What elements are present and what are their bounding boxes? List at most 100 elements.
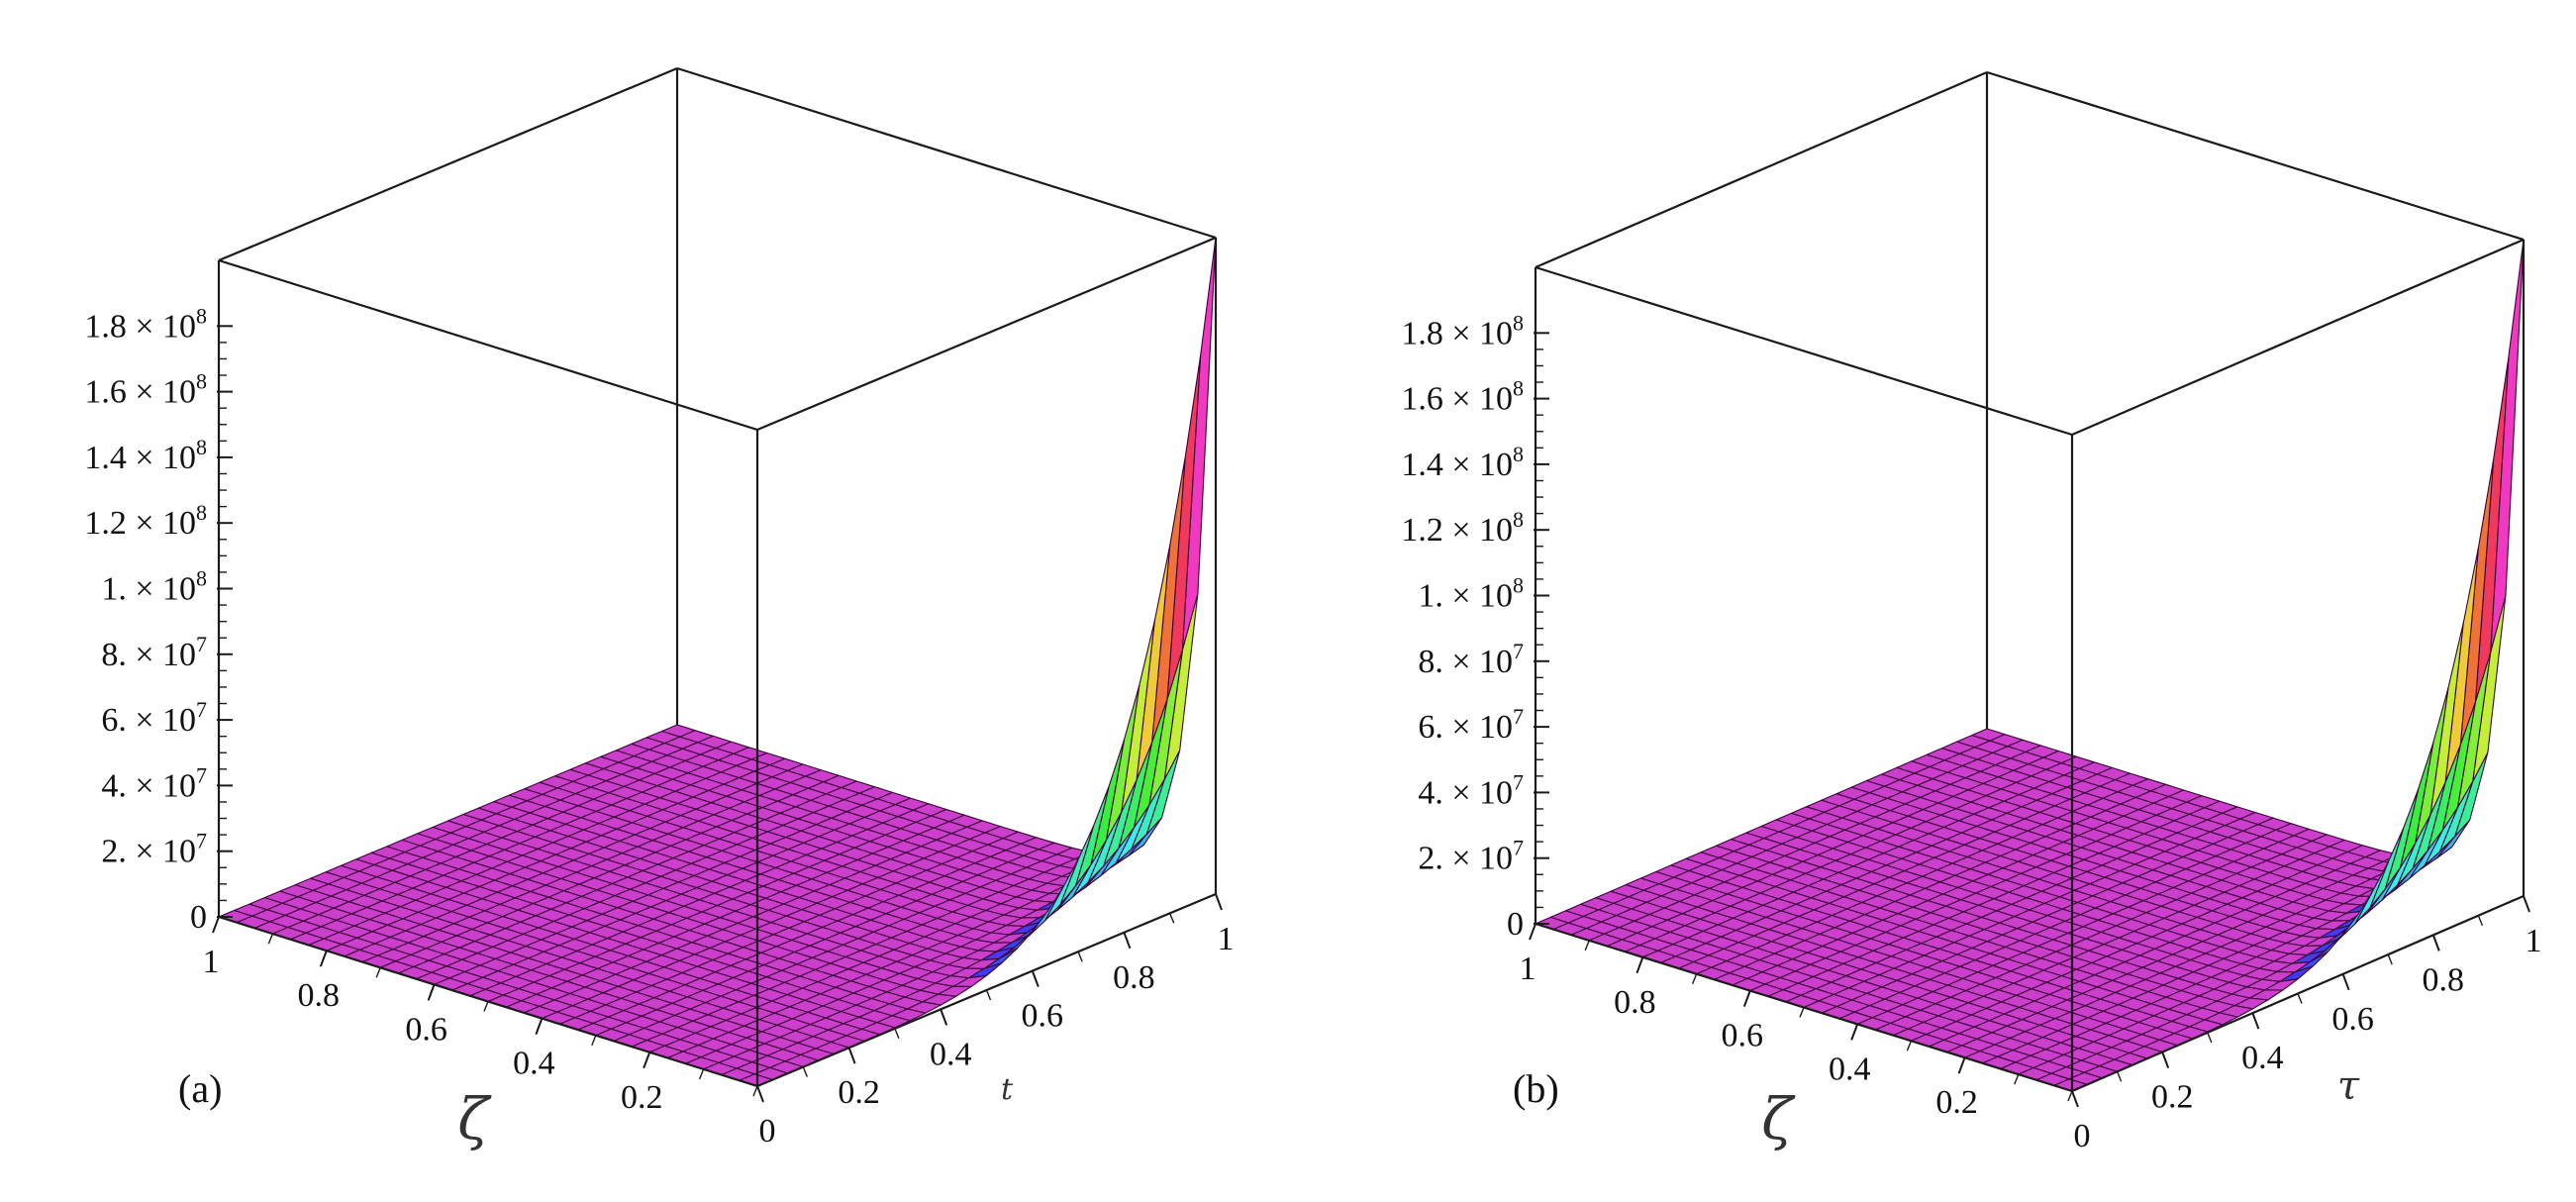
y-minor-tick (802, 1066, 808, 1077)
surface-mesh (1535, 239, 2525, 1092)
z-tick-label: 1.8 × 108 (1401, 310, 1524, 351)
z-tick-exponent: 8 (196, 435, 207, 459)
z-tick-mantissa: 2. × 10 (101, 834, 196, 870)
z-tick-mantissa: 1.2 × 10 (84, 505, 196, 542)
y-minor-tick (894, 1028, 900, 1040)
y-minor-tick (940, 1009, 945, 1020)
z-tick-mantissa: 1.4 × 10 (1401, 447, 1513, 483)
frame-edge (218, 258, 758, 432)
z-tick-label: 6. × 107 (101, 697, 207, 739)
y-tick-label: 0.6 (2331, 1001, 2374, 1038)
z-tick-exponent: 8 (196, 369, 207, 394)
z-tick-mantissa: 1.6 × 10 (1401, 381, 1513, 418)
surface-mesh (218, 237, 1217, 1087)
y-tick-label: 1 (2526, 923, 2542, 959)
z-tick-mantissa: 1. × 10 (1418, 578, 1513, 615)
y-minor-tick (2341, 973, 2348, 985)
z-tick-mantissa: 1.6 × 10 (84, 374, 196, 411)
y-minor-tick (2116, 1071, 2123, 1082)
z-tick-label: 8. × 107 (1418, 639, 1524, 680)
y-tick (2071, 1090, 2079, 1108)
z-tick-label: 0 (190, 899, 207, 936)
x-tick (1529, 923, 1536, 941)
z-tick-mantissa: 2. × 10 (1418, 841, 1513, 877)
y-minor-tick (1077, 951, 1083, 962)
x-axis-label: ζ (457, 1085, 492, 1152)
x-tick-label: 0.8 (1614, 984, 1656, 1021)
z-tick-mantissa: 1.2 × 10 (1401, 512, 1513, 549)
y-minor-tick (2207, 1032, 2213, 1044)
y-axis-label: t (1001, 1072, 1014, 1107)
z-tick-exponent: 8 (1513, 442, 1524, 466)
x-tick (212, 916, 220, 934)
z-tick-mantissa: 1.4 × 10 (84, 440, 196, 476)
y-tick (756, 1085, 764, 1103)
z-tick-mantissa: 6. × 10 (101, 702, 196, 739)
y-tick-label: 0 (2074, 1118, 2091, 1154)
x-minor-tick (2067, 1090, 2073, 1102)
y-minor-tick (2477, 915, 2484, 926)
x-minor-tick (752, 1085, 758, 1097)
z-tick-mantissa: 6. × 10 (1418, 709, 1513, 746)
y-axis-label: τ (2337, 1063, 2360, 1109)
frame-edge (1535, 265, 2073, 437)
x-tick-label: 1 (1520, 951, 1536, 987)
z-tick-mantissa: 4. × 10 (101, 767, 196, 804)
z-tick-mantissa: 1. × 10 (101, 571, 196, 608)
z-tick-label: 4. × 107 (1418, 769, 1524, 811)
z-tick-exponent: 7 (196, 762, 207, 787)
z-tick-exponent: 7 (196, 632, 207, 656)
x-minor-tick (1584, 940, 1590, 952)
z-tick-exponent: 8 (196, 500, 207, 525)
z-tick-exponent: 7 (196, 829, 207, 853)
z-tick-exponent: 7 (1513, 836, 1524, 860)
y-minor-tick (2387, 953, 2393, 965)
y-minor-tick (1169, 913, 1175, 924)
z-tick-label: 0 (1507, 906, 1524, 943)
z-tick-label: 8. × 107 (101, 632, 207, 673)
y-minor-tick (985, 989, 992, 1001)
y-tick-label: 0.2 (838, 1074, 880, 1111)
frame-edge (218, 66, 678, 262)
x-minor-tick (483, 1001, 489, 1012)
z-tick-exponent: 7 (1513, 704, 1524, 729)
x-minor-tick (1959, 1056, 1966, 1068)
z-tick-label: 1. × 108 (101, 566, 207, 608)
z-tick-label: 1.2 × 108 (84, 500, 207, 542)
y-tick-label: 0.8 (1113, 959, 1155, 996)
z-tick-label: 1.4 × 108 (84, 435, 207, 476)
z-tick-mantissa: 1.8 × 10 (1401, 315, 1513, 351)
panel-label: (a) (178, 1066, 222, 1111)
z-tick-exponent: 8 (1513, 376, 1524, 401)
x-minor-tick (1637, 956, 1644, 968)
x-tick-label: 0.4 (513, 1046, 555, 1082)
z-tick-exponent: 8 (1513, 310, 1524, 335)
y-minor-tick (2251, 1012, 2258, 1024)
x-minor-tick (1691, 973, 1698, 984)
z-tick-exponent: 8 (196, 303, 207, 328)
z-tick-label: 1.6 × 108 (84, 369, 207, 411)
panel-label: (b) (1513, 1066, 1559, 1111)
y-minor-tick (1215, 893, 1221, 905)
z-tick-exponent: 8 (196, 566, 207, 591)
z-tick-label: 1.2 × 108 (1401, 507, 1524, 549)
z-tick-exponent: 7 (1513, 769, 1524, 794)
frame-edge (676, 66, 1217, 240)
y-tick-label: 0 (759, 1113, 776, 1150)
z-tick-mantissa: 8. × 10 (1418, 644, 1513, 680)
y-minor-tick (2523, 895, 2528, 907)
z-tick-label: 1.4 × 108 (1401, 442, 1524, 483)
z-tick-exponent: 8 (1513, 507, 1524, 532)
z-tick-mantissa: 1.8 × 10 (84, 308, 196, 345)
x-minor-tick (1852, 1024, 1858, 1035)
y-minor-tick (2161, 1052, 2167, 1062)
y-minor-tick (1123, 932, 1130, 944)
x-tick-label: 0.2 (621, 1079, 663, 1116)
x-tick-label: 0.4 (1829, 1051, 1871, 1087)
x-minor-tick (1906, 1041, 1913, 1052)
frame-edge (1986, 70, 2525, 242)
z-tick-label: 1. × 108 (1418, 573, 1524, 615)
